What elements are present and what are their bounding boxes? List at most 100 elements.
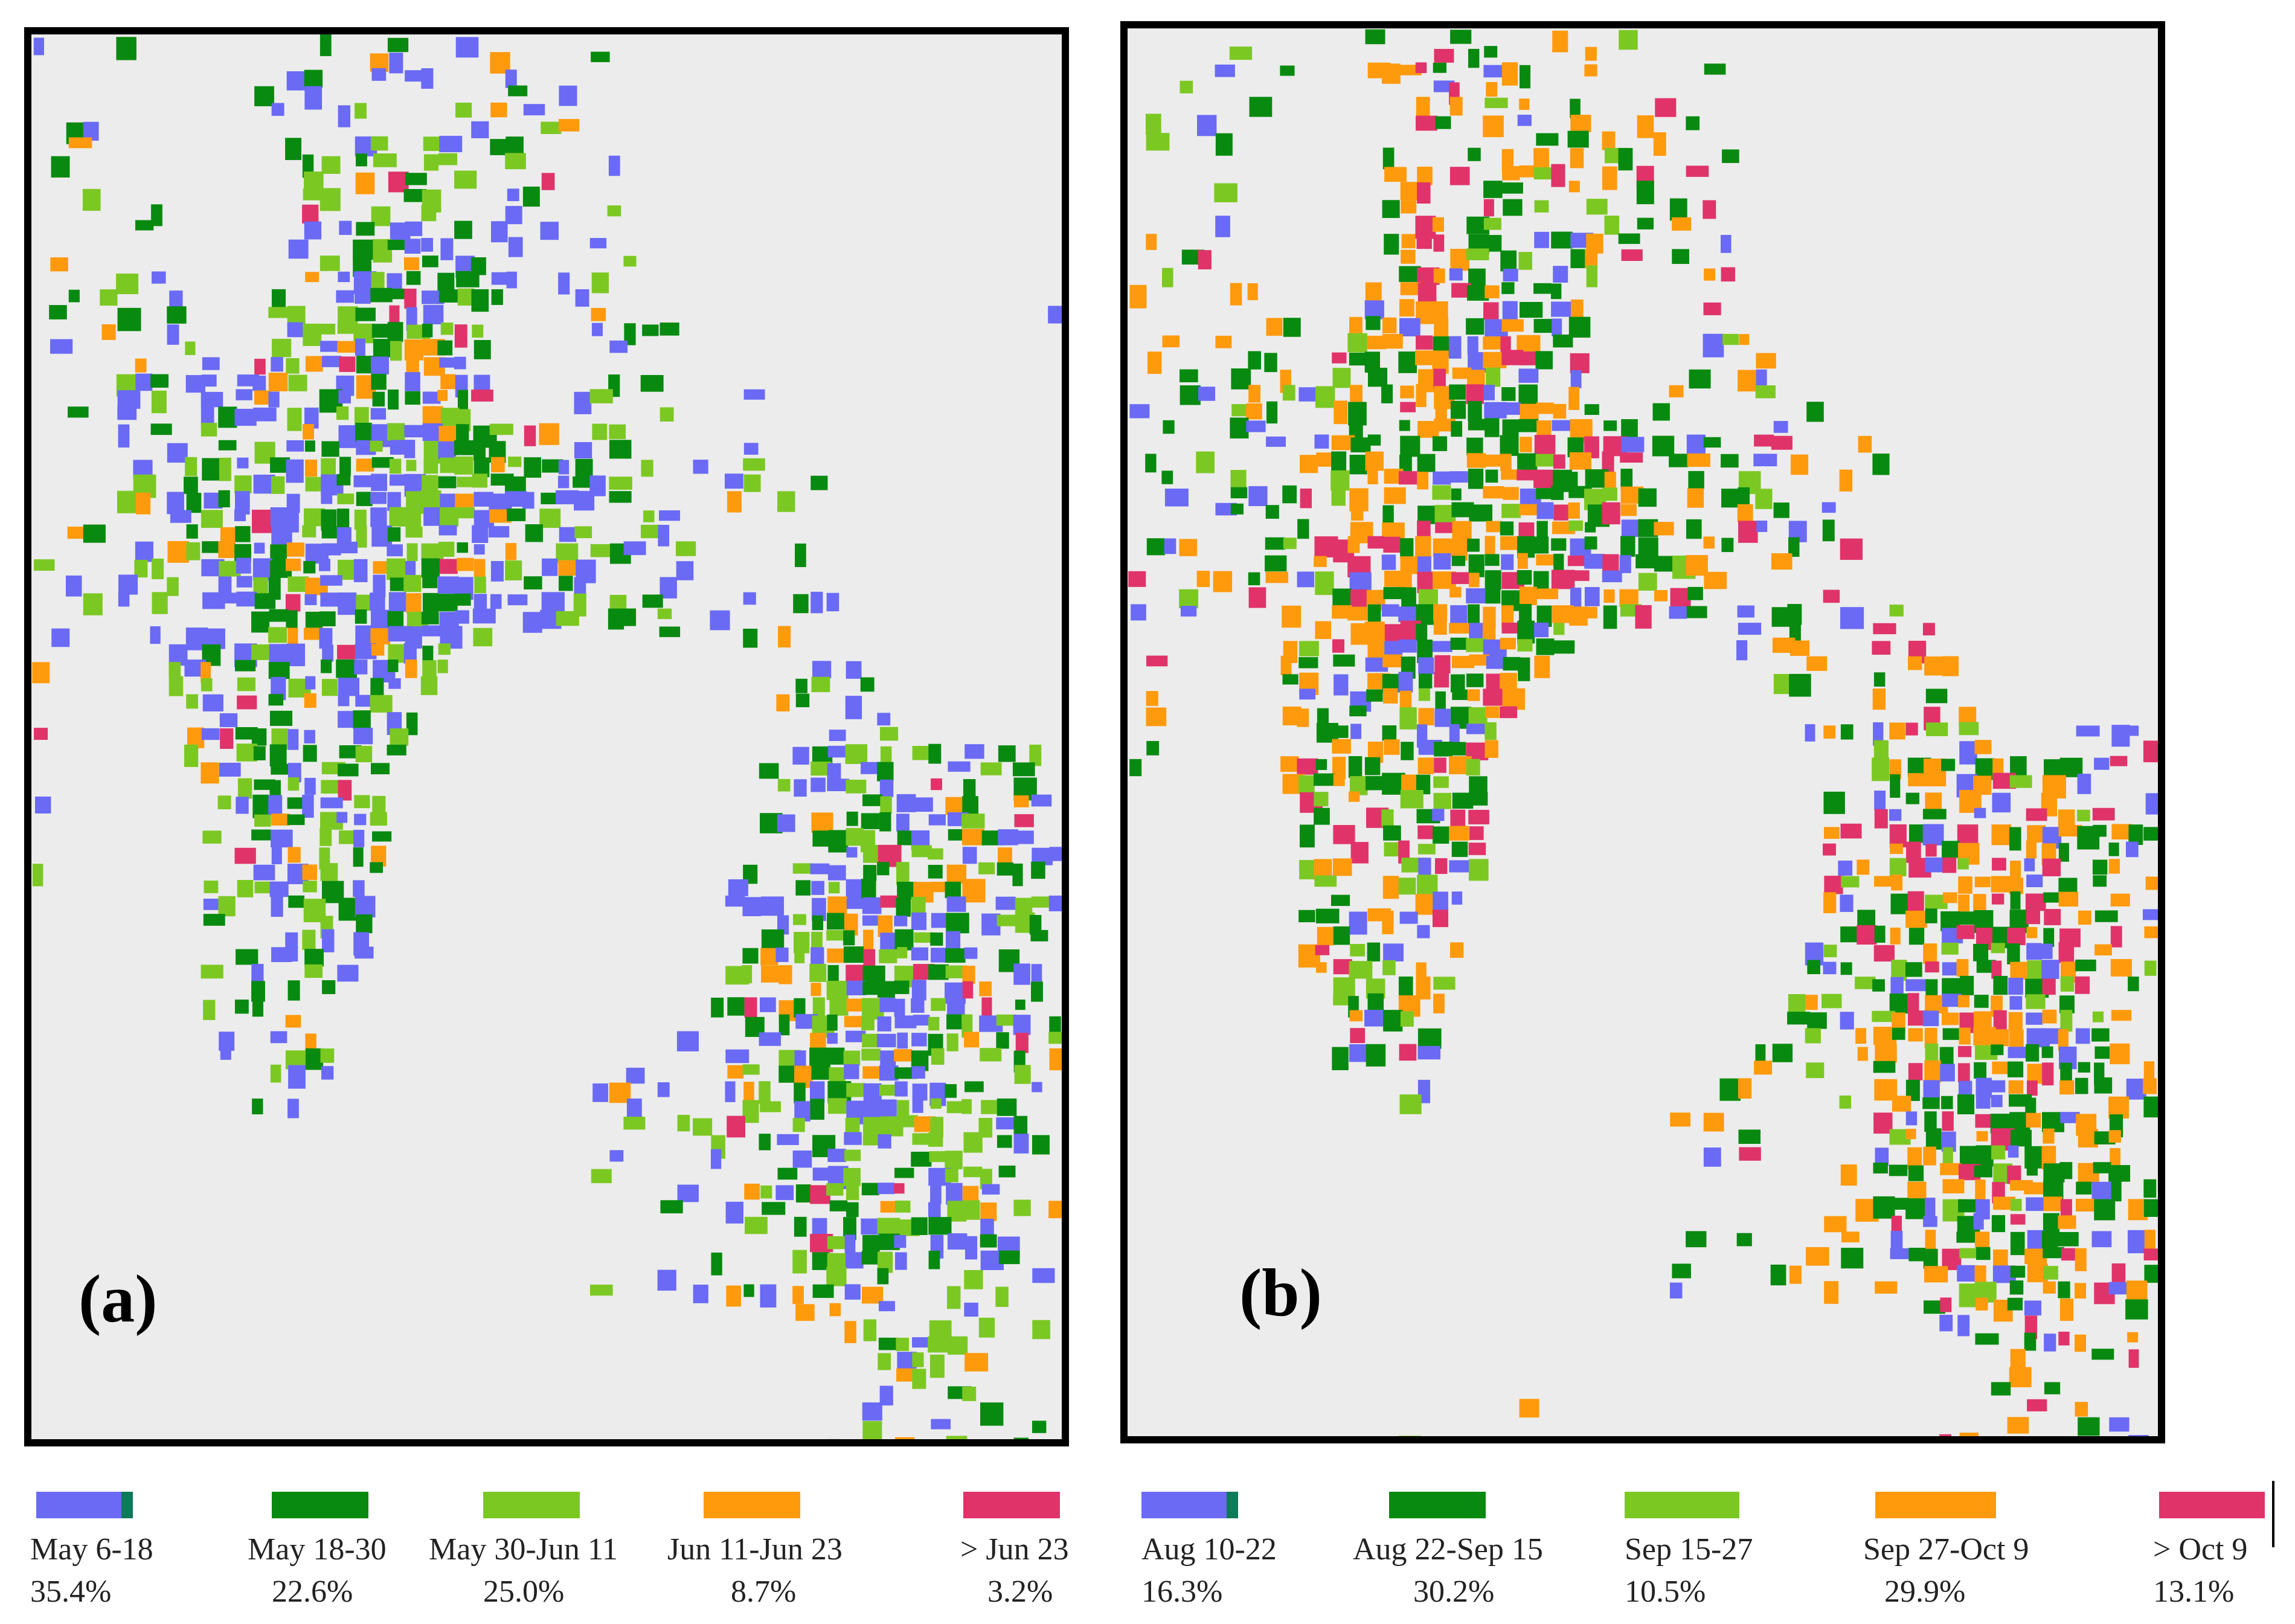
- field-parcel: [1400, 402, 1416, 412]
- field-parcel: [152, 592, 168, 614]
- field-parcel: [1686, 1231, 1707, 1248]
- field-parcel: [1433, 993, 1445, 1013]
- field-parcel: [1316, 962, 1327, 973]
- field-parcel: [471, 390, 493, 402]
- field-parcel: [624, 323, 636, 345]
- field-parcel: [1398, 672, 1413, 693]
- field-parcel: [1434, 317, 1449, 340]
- field-parcel: [1551, 231, 1573, 249]
- field-parcel: [1669, 1282, 1683, 1299]
- field-parcel: [911, 947, 928, 961]
- field-parcel: [2007, 928, 2026, 946]
- field-parcel: [1332, 588, 1352, 606]
- field-parcel: [2058, 1029, 2069, 1051]
- field-parcel: [268, 795, 283, 816]
- field-parcel: [1014, 814, 1034, 827]
- field-parcel: [1332, 1047, 1349, 1071]
- field-parcel: [811, 931, 823, 948]
- field-parcel: [1857, 910, 1876, 926]
- field-parcel: [2059, 1162, 2073, 1179]
- field-parcel: [1956, 1231, 1980, 1243]
- field-parcel: [1333, 926, 1350, 945]
- field-parcel: [894, 1049, 913, 1062]
- field-parcel: [251, 728, 267, 746]
- field-parcel: [1503, 487, 1519, 500]
- field-parcel: [2041, 943, 2053, 959]
- field-parcel: [423, 304, 444, 324]
- field-parcel: [1433, 776, 1449, 788]
- field-parcel: [1991, 824, 2012, 846]
- field-parcel: [1976, 1297, 1988, 1311]
- field-parcel: [135, 358, 147, 373]
- field-parcel: [912, 1337, 928, 1348]
- field-parcel: [1534, 536, 1549, 554]
- field-parcel: [1924, 1111, 1937, 1132]
- field-parcel: [234, 1000, 249, 1014]
- field-parcel: [201, 964, 223, 979]
- field-parcel: [911, 980, 926, 1001]
- field-parcel: [711, 1253, 722, 1276]
- field-parcel: [996, 1117, 1016, 1130]
- field-parcel: [1383, 943, 1404, 961]
- field-parcel: [794, 1050, 806, 1067]
- field-parcel: [1197, 115, 1217, 136]
- field-parcel: [2108, 859, 2120, 874]
- field-parcel: [268, 662, 290, 679]
- field-parcel: [1433, 977, 1456, 990]
- field-parcel: [727, 1115, 745, 1138]
- field-parcel: [2109, 1417, 2130, 1432]
- field-parcel: [1653, 132, 1666, 156]
- field-parcel: [1959, 707, 1977, 725]
- field-parcel: [946, 1101, 966, 1114]
- field-parcel: [1365, 657, 1388, 672]
- field-parcel: [354, 509, 367, 530]
- field-parcel: [1941, 942, 1959, 955]
- field-parcel: [743, 389, 765, 400]
- legend-percent: 3.2%: [987, 1574, 1053, 1609]
- field-parcel: [219, 1032, 235, 1051]
- field-parcel: [319, 627, 333, 649]
- field-parcel: [759, 1032, 781, 1046]
- field-parcel: [1048, 1032, 1062, 1044]
- field-parcel: [1958, 876, 1972, 894]
- field-parcel: [1501, 62, 1518, 86]
- field-parcel: [1875, 1147, 1889, 1166]
- field-parcel: [204, 881, 219, 893]
- field-parcel: [1942, 962, 1959, 976]
- field-parcel: [1433, 234, 1445, 252]
- field-parcel: [370, 695, 393, 713]
- field-parcel: [2094, 1077, 2113, 1094]
- field-parcel: [1703, 302, 1721, 315]
- field-parcel: [878, 1337, 900, 1350]
- field-parcel: [1703, 200, 1716, 219]
- field-parcel: [948, 829, 963, 841]
- field-parcel: [404, 339, 424, 361]
- field-parcel: [1215, 216, 1230, 237]
- field-parcel: [1789, 623, 1801, 642]
- field-parcel: [2010, 891, 2021, 910]
- field-parcel: [844, 1149, 861, 1161]
- field-parcel: [151, 390, 167, 414]
- field-parcel: [591, 51, 610, 62]
- field-parcel: [556, 611, 579, 626]
- field-parcel: [1433, 826, 1449, 844]
- field-parcel: [1382, 200, 1400, 218]
- field-parcel: [980, 1402, 1004, 1426]
- field-parcel: [742, 948, 759, 964]
- field-parcel: [1401, 742, 1414, 760]
- field-parcel: [542, 459, 563, 473]
- field-parcel: [1519, 301, 1543, 318]
- field-parcel: [356, 153, 367, 167]
- field-parcel: [440, 374, 456, 390]
- field-parcel: [2092, 807, 2115, 821]
- field-parcel: [1246, 420, 1266, 432]
- field-parcel: [928, 1217, 952, 1235]
- field-parcel: [2058, 1331, 2070, 1346]
- field-parcel: [1013, 1199, 1031, 1216]
- field-parcel: [2044, 909, 2061, 925]
- field-parcel: [1350, 385, 1363, 407]
- field-parcel: [2075, 1283, 2086, 1299]
- field-parcel: [2111, 1263, 2126, 1283]
- field-parcel: [1164, 538, 1176, 554]
- field-parcel: [471, 121, 489, 138]
